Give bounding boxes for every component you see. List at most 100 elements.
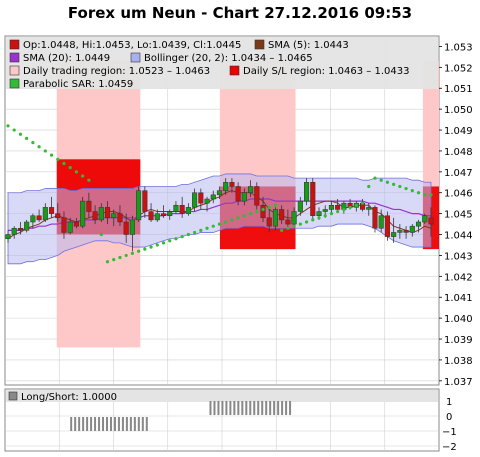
y-tick-label: 1.051 [444,84,473,95]
short-bar [109,417,112,431]
bollinger-band [7,173,432,265]
long-bar [257,401,260,415]
bollinger-area [7,173,432,265]
short-bar [74,417,77,431]
candle-body [92,211,98,221]
sar-dot [273,203,278,207]
candle-body [403,230,409,233]
long-bar [221,401,224,415]
candle-body [279,209,285,221]
candle-body [11,228,17,235]
sar-dot [360,201,365,205]
short-bar [121,417,124,431]
sar-dot [336,209,340,214]
candle-body [397,230,403,233]
long-bar [273,401,276,415]
sar-dot [404,186,408,191]
candle-body [198,192,204,204]
ls-tick-1: 1 [446,397,452,408]
y-tick-label: 1.048 [444,147,473,158]
candle-body [272,209,279,227]
price-axis: 1.053 1.052 1.051 1.050 1.049 1.048 1.047 1.046… [439,42,473,388]
legend-ohlc-swatch [9,39,20,50]
legend-daily-region: Daily trading region: 1.0523 – 1.0463 [23,66,210,77]
sar-dot [81,174,85,178]
candle-body [42,207,48,221]
y-tick-label: 1.042 [444,272,473,283]
candle-body [111,213,117,219]
sar-dot [143,247,147,251]
candle-body [24,221,30,231]
sar-dot [323,214,327,218]
ls-tick-minus1: −1 [442,427,457,438]
candle-body [291,211,297,225]
ls-tick-minus2: −2 [442,442,457,453]
sar-dot [255,209,259,214]
sar-dot [205,226,209,230]
candle-body [422,215,428,223]
long-bar [269,401,272,415]
candlesticks [5,178,434,252]
sar-dot [423,193,427,197]
candle-body [36,215,42,221]
candle-body [223,182,229,191]
short-bar [117,417,120,431]
short-bar [102,417,105,431]
candle-body [17,228,23,231]
long-bar [233,401,236,415]
short-bar [90,417,93,431]
long-bar [249,401,252,415]
sar-dot [12,128,16,132]
candle-body [104,207,111,219]
candle-body [173,205,179,212]
candle-body [142,190,148,212]
candle-body [148,211,154,221]
candle-body [241,192,247,202]
y-tick-label: 1.049 [444,126,473,137]
y-tick-label: 1.047 [444,168,473,179]
sar-dot [130,251,134,255]
y-tick-label: 1.041 [444,293,473,304]
candle-body [391,232,397,237]
candle-body [335,205,341,210]
long-bar [225,401,228,415]
legend-daily-region-swatch [9,65,20,76]
y-tick-label: 1.046 [444,189,473,200]
sar-dot [161,241,166,245]
sar-dot [37,145,41,149]
sar-dot [304,220,309,224]
candle-body [384,215,390,237]
sar-dot [118,255,122,260]
sar-dot [199,228,203,232]
sar-dot [398,184,402,189]
long-bar [245,401,248,415]
candle-body [80,200,86,227]
y-tick-label: 1.044 [444,231,473,242]
sar-dot [298,222,302,226]
candle-body [61,217,67,233]
sar-dot [18,132,23,136]
candle-body [378,215,384,229]
short-bar [125,417,128,431]
candle-body [167,211,173,216]
sar-dot [155,243,159,247]
sar-dot [261,207,265,212]
candle-body [409,225,415,233]
short-bar [86,417,89,431]
sar-dot [224,220,228,224]
sar-dot [230,218,234,222]
sar-dot [217,222,222,226]
y-tick-label: 1.038 [444,356,473,367]
legend-ohlc: Op:1.0448, Hi:1.0453, Lo:1.0439, Cl:1.04… [23,40,241,51]
long-bar [281,401,284,415]
chart-title: Forex um Neun - Chart 27.12.2016 09:53 [68,4,412,22]
long-short-swatch [8,391,18,401]
candle-body [129,219,135,235]
candle-body [229,182,235,187]
sar-dot [56,157,60,161]
sar-dot [25,136,29,141]
candle-body [98,207,104,221]
legend-daily-sl-swatch [229,65,240,76]
sar-dot [236,216,240,220]
long-bar [261,401,264,415]
